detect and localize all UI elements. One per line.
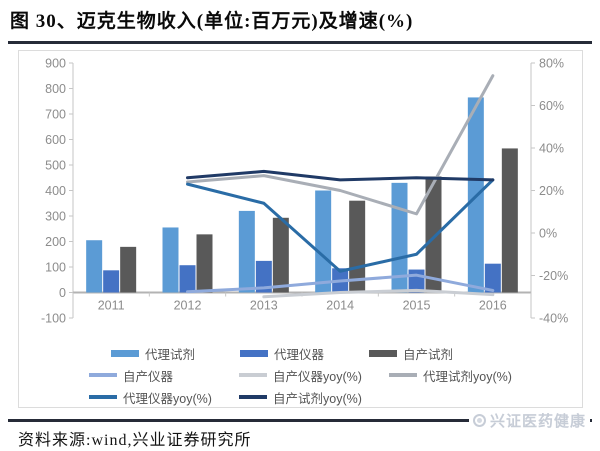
line-代理试剂yoy(%) xyxy=(186,74,495,216)
legend-line-swatch xyxy=(89,395,117,399)
chart-container: 900 800 700 600 500 400 300 200 100 0 -100 80% 60% 40… xyxy=(18,50,583,408)
bar-自产试剂-2016 xyxy=(501,148,518,293)
left-axis-tick-label: 700 xyxy=(45,108,66,122)
chart-legend: 代理试剂 代理仪器 自产试剂自产仪器 自产仪器yoy(%) 代理试剂yoy(%) 代理仪器… xyxy=(19,342,582,408)
bar-自产试剂-2012 xyxy=(196,234,213,293)
legend-bar-swatch xyxy=(111,349,139,357)
legend-row: 代理试剂 代理仪器 自产试剂 xyxy=(19,342,582,364)
bar-自产试剂-2013 xyxy=(272,217,289,293)
bar-代理试剂-2012 xyxy=(162,227,179,293)
legend-label: 自产仪器yoy(%) xyxy=(273,369,362,384)
footer-divider-rule xyxy=(8,419,592,422)
bar-代理仪器-2012 xyxy=(179,265,196,293)
figure-title: 图 30、迈克生物收入(单位:百万元)及增速(%) xyxy=(10,11,414,32)
bar-代理试剂-2013 xyxy=(238,210,255,293)
bar-代理仪器-2011 xyxy=(103,270,120,293)
legend-label: 自产仪器 xyxy=(123,369,174,384)
left-axis-tick-label: 500 xyxy=(45,159,66,173)
right-axis-tick-label: 0% xyxy=(539,227,557,241)
left-axis-tick-label: 300 xyxy=(45,210,66,224)
legend-label: 代理仪器yoy(%) xyxy=(123,391,212,406)
legend-item-自产试剂yoy(%): 自产试剂yoy(%) xyxy=(239,388,389,407)
category-label: 2011 xyxy=(98,299,125,313)
category-label: 2015 xyxy=(403,299,431,313)
legend-row: 自产仪器 自产仪器yoy(%) 代理试剂yoy(%) xyxy=(19,364,582,386)
left-axis-tick-label: 200 xyxy=(45,235,66,249)
legend-label: 自产试剂yoy(%) xyxy=(273,391,362,406)
category-label: 2012 xyxy=(174,299,202,313)
bar-代理试剂-2014 xyxy=(315,190,332,293)
legend-item-代理试剂: 代理试剂 xyxy=(111,344,240,363)
bar-自产试剂-2015 xyxy=(425,176,442,293)
left-axis-tick-label: 900 xyxy=(45,57,66,71)
legend-line-swatch xyxy=(89,373,117,377)
title-divider-rule xyxy=(8,41,592,44)
brand-watermark-text: 兴证医药健康 xyxy=(489,413,586,430)
legend-item-自产试剂: 自产试剂 xyxy=(369,344,498,363)
legend-item-代理试剂yoy(%): 代理试剂yoy(%) xyxy=(389,366,539,385)
chart-plot: 900 800 700 600 500 400 300 200 100 0 -100 80% 60% 40… xyxy=(41,57,568,326)
right-axis-tick-label: 40% xyxy=(539,142,564,156)
category-label: 2014 xyxy=(326,299,354,313)
legend-label: 自产试剂 xyxy=(403,347,454,362)
legend-item-自产仪器yoy(%): 自产仪器yoy(%) xyxy=(239,366,389,385)
left-axis-tick-label: 0 xyxy=(59,286,66,300)
legend-bar-swatch xyxy=(369,349,397,357)
legend-item-自产仪器: 自产仪器 xyxy=(89,366,239,385)
right-axis-tick-label: -40% xyxy=(539,312,568,326)
legend-label: 代理仪器 xyxy=(274,347,325,362)
category-label: 2016 xyxy=(479,299,507,313)
line-自产仪器yoy(%) xyxy=(262,288,495,299)
bar-代理仪器-2013 xyxy=(255,260,272,293)
bar-自产试剂-2011 xyxy=(120,246,137,293)
legend-label: 代理试剂 xyxy=(145,347,196,362)
brand-ring-icon xyxy=(472,414,486,427)
legend-row: 代理仪器yoy(%) 自产试剂yoy(%) xyxy=(19,386,582,408)
bar-代理试剂-2011 xyxy=(86,240,103,293)
line-代理仪器yoy(%) xyxy=(186,178,495,273)
category-label: 2013 xyxy=(250,299,278,313)
right-axis-tick-label: 80% xyxy=(539,57,564,71)
legend-item-代理仪器: 代理仪器 xyxy=(240,344,369,363)
data-source-note: 资料来源:wind,兴业证券研究所 xyxy=(18,432,252,449)
brand-watermark: 兴证医药健康 xyxy=(468,410,590,431)
left-axis-tick-label: 600 xyxy=(45,133,66,147)
legend-line-swatch xyxy=(389,373,417,377)
legend-item-代理仪器yoy(%): 代理仪器yoy(%) xyxy=(89,388,239,407)
left-axis-tick-label: -100 xyxy=(41,312,66,326)
legend-line-swatch xyxy=(239,395,267,399)
left-axis-tick-label: 800 xyxy=(45,82,66,96)
legend-label: 代理试剂yoy(%) xyxy=(423,369,512,384)
legend-bar-swatch xyxy=(240,349,268,357)
right-axis-tick-label: 60% xyxy=(539,99,564,113)
right-axis-tick-label: 20% xyxy=(539,184,564,198)
left-axis-tick-label: 400 xyxy=(45,184,66,198)
line-自产仪器 xyxy=(186,273,495,294)
legend-line-swatch xyxy=(239,373,267,377)
bar-代理仪器-2016 xyxy=(484,263,501,293)
right-axis-tick-label: -20% xyxy=(539,269,568,283)
left-axis-tick-label: 100 xyxy=(45,261,66,275)
line-自产试剂yoy(%) xyxy=(186,169,495,182)
